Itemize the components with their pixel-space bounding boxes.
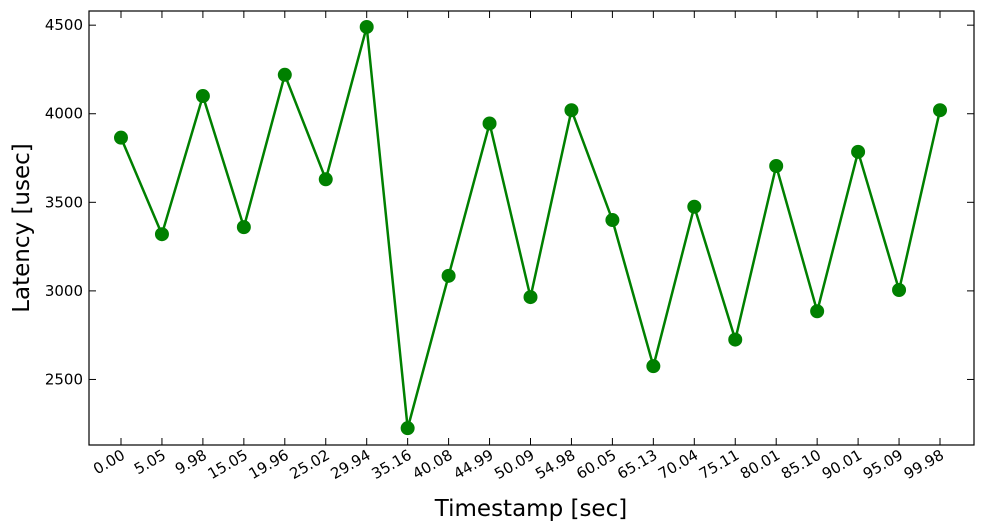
- data-point: [154, 227, 169, 242]
- x-tick-label: 35.16: [368, 446, 414, 483]
- y-tick-label: 4500: [45, 16, 83, 34]
- data-point: [359, 19, 374, 34]
- data-point: [851, 144, 866, 159]
- x-tick-label: 60.05: [573, 446, 619, 483]
- x-tick-label: 85.10: [778, 446, 824, 483]
- data-point: [892, 283, 907, 297]
- x-tick-label: 90.01: [819, 446, 865, 483]
- data-point: [236, 220, 251, 235]
- data-point: [114, 130, 128, 145]
- x-tick-label: 9.98: [172, 446, 210, 478]
- x-tick-label: 15.05: [205, 446, 251, 483]
- data-point: [564, 103, 579, 118]
- y-axis-ticks: 2500 3000 3500 4000 4500: [45, 16, 974, 388]
- y-tick-label: 2500: [45, 370, 83, 388]
- plot-frame: [88, 10, 975, 446]
- data-point: [769, 159, 784, 173]
- x-axis-label: Timestamp [sec]: [434, 496, 627, 522]
- data-point: [933, 103, 947, 118]
- x-tick-label: 99.98: [901, 446, 947, 483]
- data-point: [605, 213, 620, 228]
- data-point: [810, 304, 825, 319]
- x-tick-label: 19.96: [246, 446, 292, 483]
- data-point: [728, 332, 743, 347]
- y-axis-label: Latency [usec]: [9, 143, 35, 313]
- y-tick-label: 3500: [45, 193, 83, 211]
- data-point: [195, 89, 210, 104]
- data-point: [523, 290, 538, 305]
- x-tick-label: 80.01: [737, 446, 783, 483]
- data-point: [441, 268, 456, 283]
- data-point: [687, 199, 702, 214]
- x-tick-label: 25.02: [287, 446, 333, 483]
- x-tick-label: 40.08: [409, 446, 455, 483]
- x-tick-label: 50.09: [491, 446, 537, 483]
- data-point: [277, 67, 292, 82]
- data-point: [646, 359, 661, 374]
- x-tick-label: 44.99: [450, 446, 496, 483]
- x-tick-label: 54.98: [532, 446, 578, 483]
- data-point: [482, 116, 497, 131]
- y-tick-label: 3000: [45, 282, 83, 300]
- x-tick-label: 0.00: [90, 446, 128, 478]
- x-tick-label: 70.04: [655, 446, 701, 483]
- data-point: [318, 172, 333, 187]
- series-points: [114, 19, 947, 436]
- x-tick-label: 29.94: [328, 446, 374, 483]
- x-tick-label: 95.09: [860, 446, 906, 483]
- x-tick-label: 5.05: [131, 446, 169, 478]
- y-tick-label: 4000: [45, 105, 83, 123]
- x-tick-label: 65.13: [614, 446, 660, 483]
- data-point: [400, 421, 415, 436]
- x-tick-label: 75.11: [696, 446, 742, 483]
